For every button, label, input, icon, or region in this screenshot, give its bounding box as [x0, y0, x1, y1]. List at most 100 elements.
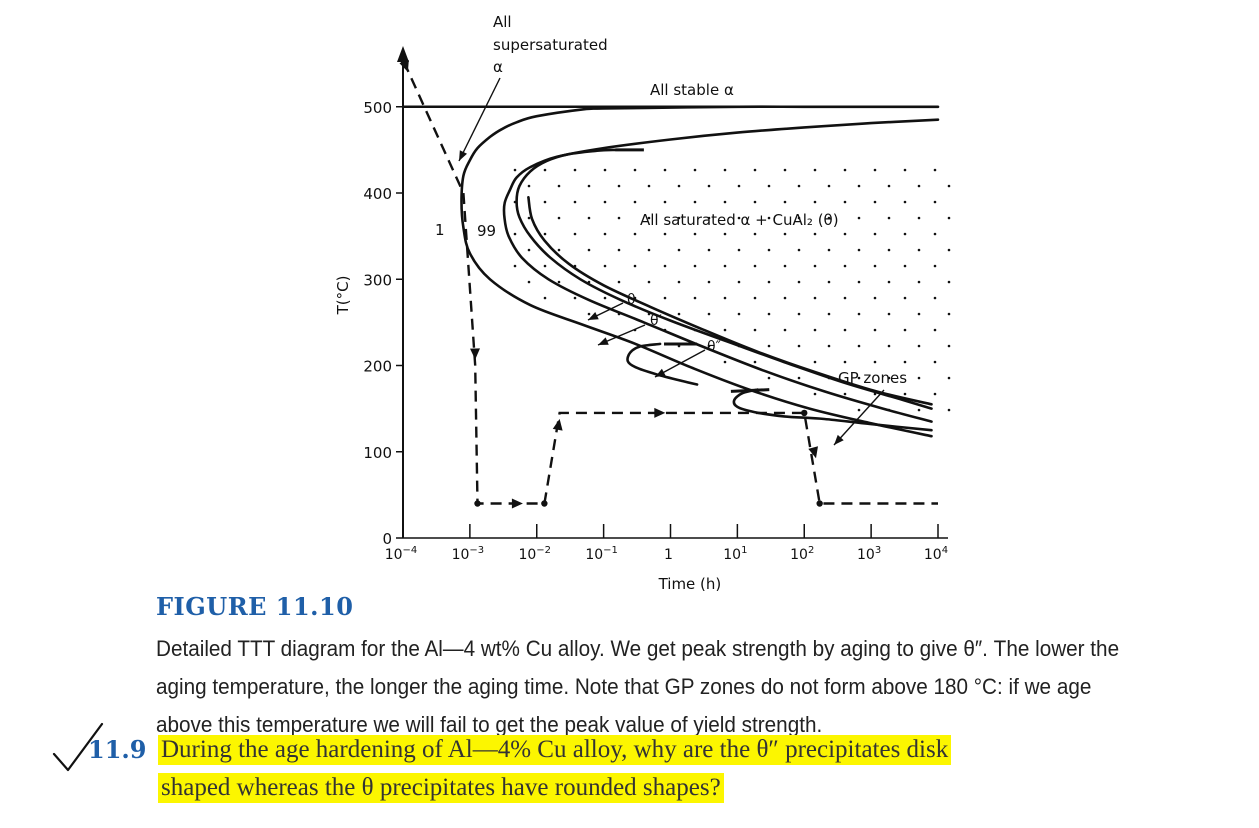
curve-: [527, 196, 933, 406]
region-dot: [753, 232, 757, 236]
region-dot: [843, 392, 847, 396]
region-dot: [887, 248, 891, 252]
region-dot: [947, 344, 951, 348]
region-dot: [797, 184, 801, 188]
region-dot: [707, 216, 711, 220]
region-dot: [843, 264, 847, 268]
region-dot: [933, 264, 937, 268]
region-dot: [573, 296, 577, 300]
region-dot: [527, 216, 531, 220]
region-dot: [917, 344, 921, 348]
region-dot: [753, 200, 757, 204]
region-dot: [767, 248, 771, 252]
region-dot: [707, 280, 711, 284]
region-dot: [663, 264, 667, 268]
x-tick-label: 104: [924, 545, 948, 563]
y-tick-label: 500: [363, 99, 392, 117]
region-dot: [633, 200, 637, 204]
region-dot: [933, 296, 937, 300]
region-dot: [557, 184, 561, 188]
region-dot: [813, 168, 817, 172]
region-dot: [723, 168, 727, 172]
label-theta-double-prime: θ″: [707, 339, 721, 355]
region-dot: [813, 200, 817, 204]
region-dot: [677, 312, 681, 316]
region-dot: [677, 216, 681, 220]
region-dot: [737, 312, 741, 316]
leader-arrow-icon: [834, 434, 844, 445]
label-theta-prime: θ′: [650, 313, 662, 329]
path-node: [474, 500, 481, 507]
region-dot: [903, 200, 907, 204]
region-dot: [917, 248, 921, 252]
region-dot: [753, 328, 757, 332]
region-dot: [633, 232, 637, 236]
region-dot: [903, 296, 907, 300]
region-dot: [797, 312, 801, 316]
region-dot: [933, 168, 937, 172]
leader-arrow-icon: [588, 312, 599, 320]
region-dot: [723, 200, 727, 204]
checkmark-icon: [52, 722, 104, 772]
curve-99: [502, 118, 940, 423]
region-dot: [753, 168, 757, 172]
arrow-right-icon: [654, 407, 666, 418]
arrow-down-icon: [399, 59, 409, 72]
region-dot: [677, 184, 681, 188]
x-tick-label: 10−2: [518, 545, 551, 563]
question-text-line-1: During the age hardening of Al—4% Cu all…: [158, 735, 952, 765]
region-dot: [767, 216, 771, 220]
region-dot: [917, 184, 921, 188]
region-dot: [587, 184, 591, 188]
region-dot: [513, 232, 517, 236]
region-dot: [587, 312, 591, 316]
region-dot: [903, 360, 907, 364]
label-gp-zones: GP zones: [838, 369, 907, 387]
label-saturated-alpha-cual2: All saturated α + CuAl₂ (θ): [640, 211, 839, 229]
leader-arrow-icon: [459, 150, 468, 161]
region-dot: [707, 184, 711, 188]
region-dot: [647, 248, 651, 252]
region-dot: [857, 248, 861, 252]
region-dot: [947, 184, 951, 188]
region-dot: [917, 408, 921, 412]
quench-path-line: [402, 61, 938, 505]
region-dot: [827, 216, 831, 220]
region-dot: [767, 312, 771, 316]
region-dot: [783, 328, 787, 332]
label-alpha: α: [493, 58, 503, 76]
region-dot: [843, 360, 847, 364]
x-tick-label: 10−3: [452, 545, 485, 563]
leader-arrow-icon: [598, 337, 609, 345]
region-dot: [663, 168, 667, 172]
region-dot: [527, 248, 531, 252]
path-node: [801, 409, 808, 417]
y-tick-label: 0: [382, 530, 392, 548]
region-dot: [843, 200, 847, 204]
region-dot: [933, 392, 937, 396]
region-dot: [663, 296, 667, 300]
region-dot: [813, 296, 817, 300]
region-dot: [857, 312, 861, 316]
region-dot: [857, 280, 861, 284]
region-dot: [887, 376, 891, 380]
region-dot: [813, 360, 817, 364]
region-dot: [603, 264, 607, 268]
leader-gp-zones: [833, 389, 885, 446]
region-dot: [873, 360, 877, 364]
region-dot: [797, 376, 801, 380]
region-dot: [527, 184, 531, 188]
region-dot: [633, 264, 637, 268]
region-dot: [513, 264, 517, 268]
path-node: [541, 500, 548, 507]
region-dot: [723, 296, 727, 300]
region-dot: [677, 280, 681, 284]
region-dot: [617, 216, 621, 220]
region-dot: [827, 344, 831, 348]
region-dot: [737, 248, 741, 252]
region-dot: [723, 328, 727, 332]
region-dot: [843, 168, 847, 172]
region-dot: [663, 200, 667, 204]
region-dot: [707, 312, 711, 316]
region-dot: [887, 280, 891, 284]
